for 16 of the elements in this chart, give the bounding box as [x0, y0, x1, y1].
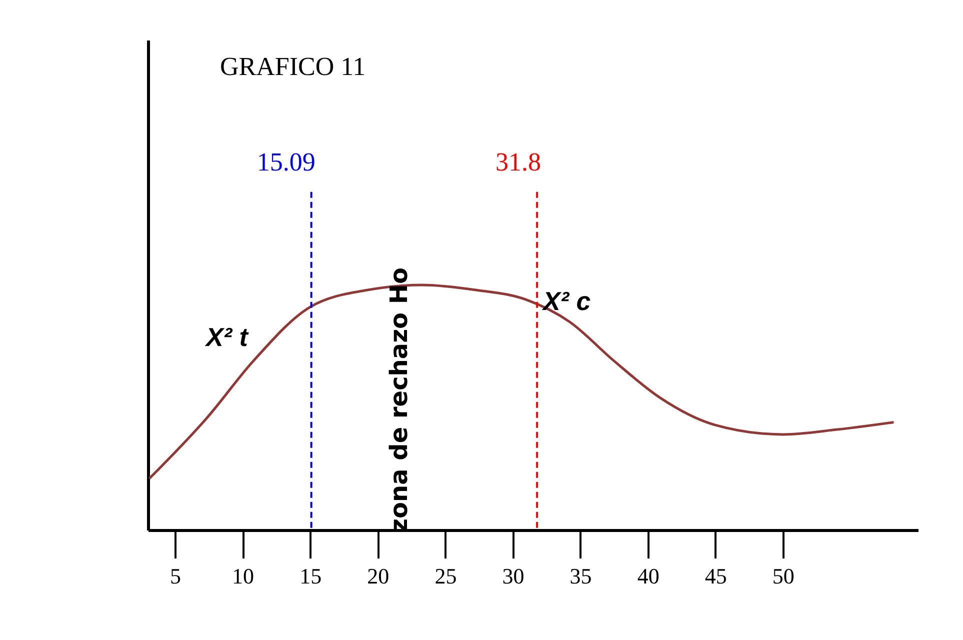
x-tick-label: 25 [434, 564, 457, 588]
x-tick-label: 5 [170, 564, 182, 588]
annotation: zona de rechazo Ho [385, 268, 413, 532]
annotation: X² t [204, 322, 250, 352]
x-tick-label: 40 [637, 564, 660, 588]
ref-line-label: 15.09 [256, 148, 316, 176]
x-tick-label: 30 [502, 564, 524, 588]
x-tick-label: 15 [300, 564, 322, 588]
chart-title: GRAFICO 11 [220, 52, 366, 81]
annotation: X² c [541, 286, 592, 316]
x-tick-label: 20 [367, 564, 390, 588]
x-tick-label: 35 [570, 564, 592, 588]
ref-line-label: 31.8 [496, 148, 542, 176]
x-tick-label: 50 [772, 564, 794, 588]
x-tick-label: 45 [704, 564, 727, 588]
x-tick-label: 10 [232, 564, 254, 588]
